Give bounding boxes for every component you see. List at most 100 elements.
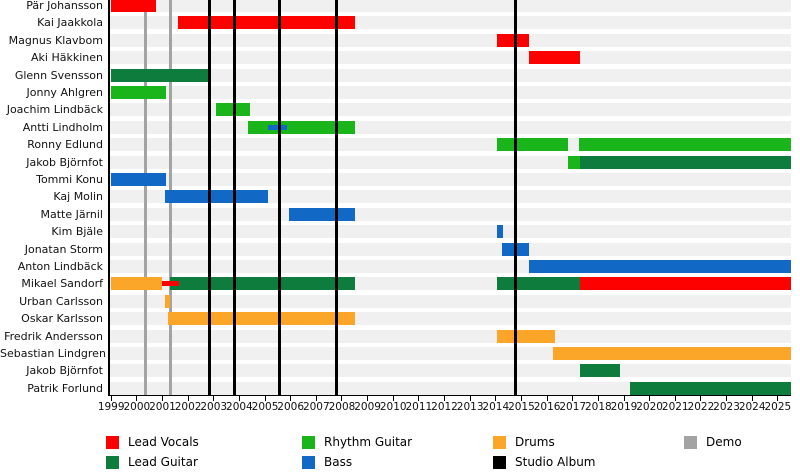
member-name-label: Jakob Björnfot <box>26 364 103 378</box>
axis-year-label: 2010 <box>379 401 407 413</box>
studio-album-line <box>513 0 517 395</box>
member-name-label: Mikael Sandorf <box>21 277 103 291</box>
member-name-label: Antti Lindholm <box>22 120 103 134</box>
axis-year-label: 2016 <box>533 401 561 413</box>
member-name-label: Sebastian Lindgren <box>0 347 106 360</box>
timeline-bar-rhythm_guitar <box>497 138 568 152</box>
row-stripe <box>110 173 791 186</box>
legend-swatch-demo <box>684 436 697 449</box>
axis-year-label: 2015 <box>508 401 535 413</box>
axis-year-label: 2008 <box>328 401 356 413</box>
legend-swatch-rhythm_guitar <box>302 436 315 449</box>
row-stripe <box>110 103 791 117</box>
legend-label-bass: Bass <box>324 455 353 469</box>
timeline-bar-lead_vocals <box>111 0 157 12</box>
legend-label-lead_guitar: Lead Guitar <box>128 455 198 469</box>
axis-year-label: 2013 <box>456 401 484 413</box>
axis-tick <box>495 396 497 401</box>
timeline-bar-drums <box>553 347 791 360</box>
plot-area <box>110 0 791 395</box>
timeline-bar-drums <box>111 277 163 291</box>
axis-tick <box>777 396 779 401</box>
timeline-bar-lead_guitar <box>170 277 355 291</box>
axis-tick <box>649 396 651 401</box>
axis-tick <box>161 396 163 401</box>
axis-year-label: 2020 <box>636 401 663 413</box>
row-stripe <box>110 242 791 256</box>
axis-tick <box>315 396 317 401</box>
axis-year-label: 2024 <box>738 401 766 413</box>
timeline-bar-bass <box>267 124 287 130</box>
member-name-label: Aki Häkkinen <box>31 51 103 65</box>
axis-tick <box>572 396 574 401</box>
axis-tick <box>469 396 471 401</box>
member-name-label: Kaj Molin <box>53 190 103 204</box>
timeline-bar-rhythm_guitar <box>567 155 581 169</box>
axis-tick <box>392 396 394 401</box>
axis-tick <box>674 396 676 401</box>
timeline-bar-lead_guitar <box>630 381 791 395</box>
timeline-bar-lead_vocals <box>497 33 530 47</box>
timeline-bar-lead_guitar <box>497 277 581 291</box>
timeline-bar-rhythm_guitar <box>579 138 791 152</box>
member-name-label: Jonny Ahlgren <box>26 86 103 99</box>
legend-swatch-bass <box>302 456 315 469</box>
axis-tick <box>136 396 138 401</box>
row-stripe <box>110 51 791 65</box>
axis-tick <box>520 396 522 401</box>
row-stripe <box>110 294 791 308</box>
row-stripe <box>110 207 791 221</box>
axis-year-label: 2006 <box>277 401 305 413</box>
axis-tick <box>213 396 215 401</box>
axis-year-label: 2003 <box>200 401 228 413</box>
member-name-label: Jonatan Storm <box>24 242 103 256</box>
axis-tick <box>623 396 625 401</box>
timeline-bar-lead_vocals <box>529 51 581 65</box>
member-name-label: Tommi Konu <box>36 173 103 186</box>
row-stripe <box>110 68 791 82</box>
axis-tick <box>264 396 266 401</box>
legend: Lead Vocals Lead Guitar Rhythm Guitar Bass D… <box>0 430 800 476</box>
timeline-bar-lead_guitar <box>580 364 621 378</box>
axis-year-label: 2018 <box>584 401 612 413</box>
axis-tick <box>546 396 548 401</box>
axis-year-label: 1999 <box>97 401 125 413</box>
legend-swatch-studio_album <box>493 456 506 469</box>
member-name-label: Ronny Edlund <box>27 138 103 152</box>
row-stripe <box>110 364 791 378</box>
axis-year-label: 2021 <box>661 401 689 413</box>
axis-year-label: 2005 <box>251 401 279 413</box>
member-name-label: Jakob Björnfot <box>26 155 103 169</box>
axis-year-label: 2022 <box>687 401 715 413</box>
legend-label-demo: Demo <box>706 435 742 449</box>
axis-year-label: 2025 <box>764 401 792 413</box>
row-stripe <box>110 225 791 239</box>
axis-year-label: 2001 <box>149 401 176 413</box>
timeline-bar-bass <box>111 173 167 186</box>
timeline-bar-lead_guitar <box>111 68 210 82</box>
axis-year-label: 2000 <box>123 401 151 413</box>
axis-tick <box>597 396 599 401</box>
row-stripe <box>110 33 791 47</box>
member-name-label: Anton Lindbäck <box>17 260 103 273</box>
axis-tick <box>418 396 420 401</box>
legend-label-drums: Drums <box>515 435 555 449</box>
legend-swatch-lead_guitar <box>106 456 119 469</box>
axis-tick <box>751 396 753 401</box>
studio-album-line <box>335 0 339 395</box>
timeline-bar-bass <box>165 190 268 204</box>
axis-tick <box>341 396 343 401</box>
member-name-label: Kai Jaakkola <box>37 16 103 30</box>
row-stripe <box>110 86 791 99</box>
legend-label-rhythm_guitar: Rhythm Guitar <box>324 435 413 449</box>
timeline-bar-drums <box>167 312 355 326</box>
member-name-label: Glenn Svensson <box>14 68 103 82</box>
member-name-label: Matte Järnil <box>40 207 103 221</box>
row-stripe <box>110 120 791 134</box>
axis-tick <box>290 396 292 401</box>
axis-year-label: 2007 <box>302 401 330 413</box>
axis-year-label: 2002 <box>174 401 202 413</box>
timeline-bar-drums <box>165 294 171 308</box>
studio-album-line <box>232 0 236 395</box>
